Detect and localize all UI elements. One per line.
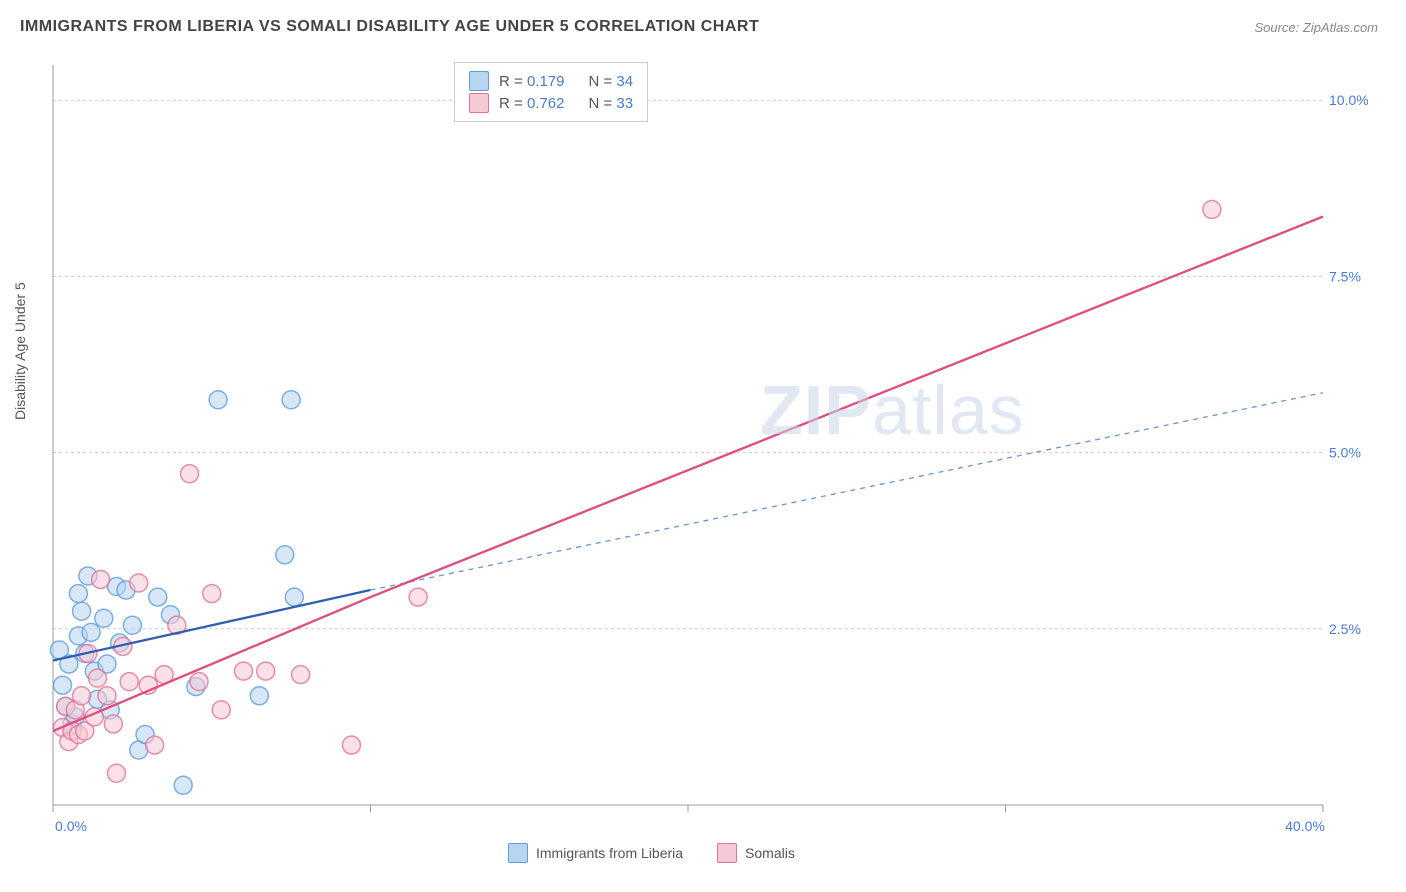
legend-statistics-box: R = 0.179 N = 34 R = 0.762 N = 33 [454, 62, 648, 122]
legend-r-label: R = 0.179 [499, 73, 564, 90]
chart-area: 2.5% 5.0% 7.5% 10.0% 0.0% 40.0% [48, 55, 1368, 835]
legend-r-label: R = 0.762 [499, 95, 564, 112]
legend-stat-row: R = 0.762 N = 33 [469, 93, 633, 113]
legend-swatch [469, 93, 489, 113]
legend-series-item: Somalis [717, 843, 795, 863]
legend-series-label: Somalis [745, 845, 795, 861]
legend-series: Immigrants from Liberia Somalis [508, 843, 795, 863]
legend-series-label: Immigrants from Liberia [536, 845, 683, 861]
legend-swatch [717, 843, 737, 863]
legend-swatch [469, 71, 489, 91]
svg-text:5.0%: 5.0% [1329, 445, 1361, 461]
svg-text:0.0%: 0.0% [55, 818, 87, 834]
legend-swatch [508, 843, 528, 863]
y-axis-label: Disability Age Under 5 [12, 282, 28, 420]
scatter-plot-svg: 2.5% 5.0% 7.5% 10.0% 0.0% 40.0% [48, 55, 1368, 835]
chart-title: IMMIGRANTS FROM LIBERIA VS SOMALI DISABI… [20, 18, 759, 36]
legend-n-label: N = 33 [588, 95, 633, 112]
svg-text:2.5%: 2.5% [1329, 621, 1361, 637]
legend-stat-row: R = 0.179 N = 34 [469, 71, 633, 91]
svg-text:7.5%: 7.5% [1329, 268, 1361, 284]
svg-text:10.0%: 10.0% [1329, 92, 1368, 108]
svg-text:40.0%: 40.0% [1285, 818, 1325, 834]
legend-series-item: Immigrants from Liberia [508, 843, 683, 863]
source-attribution: Source: ZipAtlas.com [1254, 20, 1378, 35]
legend-n-label: N = 34 [588, 73, 633, 90]
